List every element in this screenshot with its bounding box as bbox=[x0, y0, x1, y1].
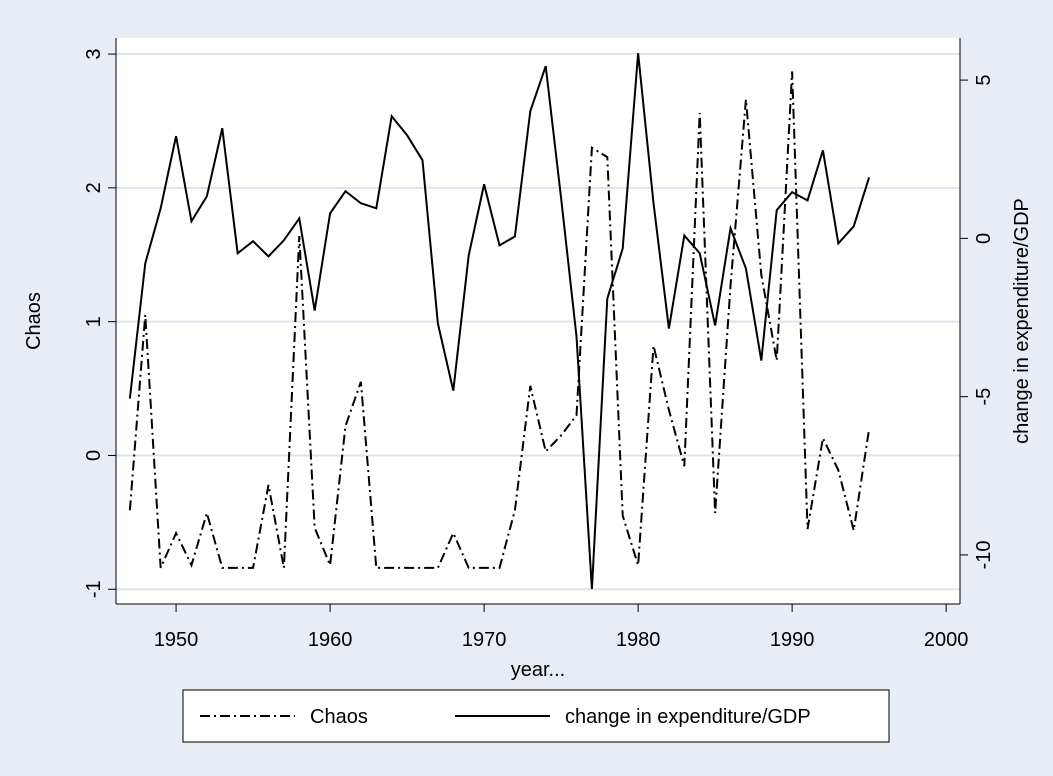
x-axis-label: year... bbox=[511, 659, 565, 681]
y2-tick-label: -5 bbox=[973, 388, 995, 406]
y-tick-label: -1 bbox=[83, 580, 105, 598]
x-tick-label: 1970 bbox=[462, 629, 507, 651]
legend-label: change in expenditure/GDP bbox=[565, 706, 811, 728]
y-tick-label: 3 bbox=[83, 48, 105, 59]
y-tick-label: 0 bbox=[83, 450, 105, 461]
series-line bbox=[128, 53, 871, 590]
y-tick-label: 1 bbox=[83, 316, 105, 327]
series-line bbox=[128, 71, 871, 569]
y2-tick-label: 5 bbox=[973, 75, 995, 86]
x-tick-label: 1950 bbox=[154, 629, 199, 651]
x-tick-label: 1990 bbox=[770, 629, 815, 651]
legend-label: Chaos bbox=[310, 706, 368, 728]
x-tick-label: 1980 bbox=[616, 629, 661, 651]
x-tick-label: 2000 bbox=[924, 629, 969, 651]
x-tick-label: 1960 bbox=[308, 629, 353, 651]
y-axis-label: Chaos bbox=[23, 292, 45, 350]
y2-tick-label: -10 bbox=[973, 540, 995, 569]
legend bbox=[182, 689, 890, 743]
y-tick-label: 2 bbox=[83, 182, 105, 193]
y2-tick-label: 0 bbox=[973, 233, 995, 244]
y2-axis-label: change in expenditure/GDP bbox=[1011, 198, 1033, 444]
